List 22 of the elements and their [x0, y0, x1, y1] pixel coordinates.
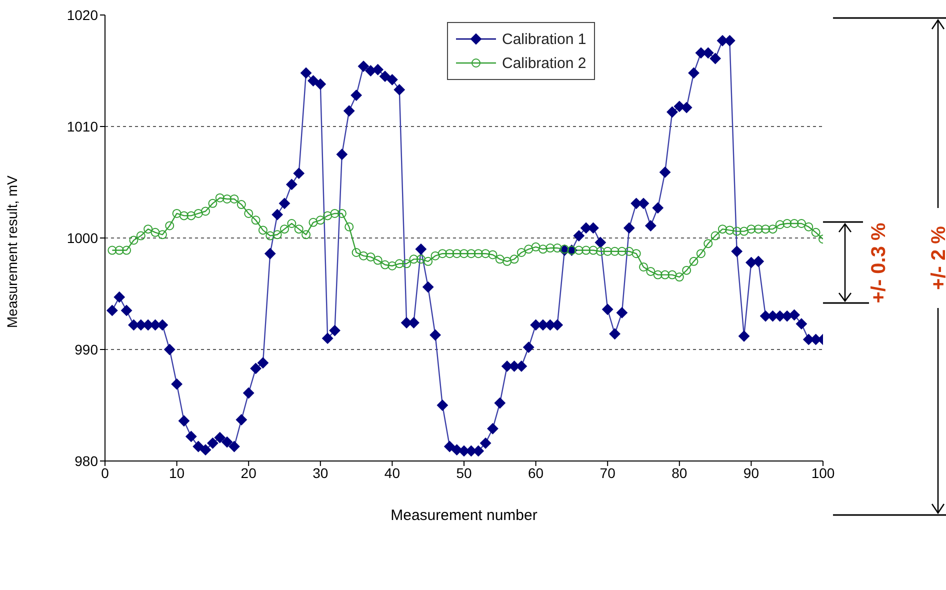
text: +/- 2 % — [928, 226, 946, 290]
x-axis-title: Measurement number — [390, 507, 538, 524]
legend-label: Calibration 1 — [502, 30, 586, 48]
x-tick-label: 80 — [672, 464, 688, 481]
x-tick-label: 40 — [384, 464, 400, 481]
x-tick-label: 30 — [312, 464, 328, 481]
y-tick-label: 1020 — [66, 6, 98, 23]
x-tick-label: 70 — [600, 464, 616, 481]
legend-label: Calibration 2 — [502, 54, 586, 72]
x-tick-label: 0 — [101, 464, 110, 481]
x-tick-label: 60 — [528, 464, 544, 481]
y-tick-label: 990 — [74, 341, 98, 358]
x-tick-label: 10 — [169, 464, 185, 481]
x-tick-label: 90 — [743, 464, 760, 481]
y-tick-label: 1000 — [66, 230, 98, 246]
x-tick-label: 50 — [456, 464, 472, 481]
y-tick-label: 1010 — [66, 118, 98, 134]
x-tick-label: 100 — [811, 464, 835, 481]
text: +/- 0.3 % — [868, 222, 890, 304]
y-axis-title: Measurement result, mV — [4, 174, 20, 328]
y-tick-label: 980 — [74, 452, 98, 469]
x-tick-label: 20 — [240, 464, 257, 481]
